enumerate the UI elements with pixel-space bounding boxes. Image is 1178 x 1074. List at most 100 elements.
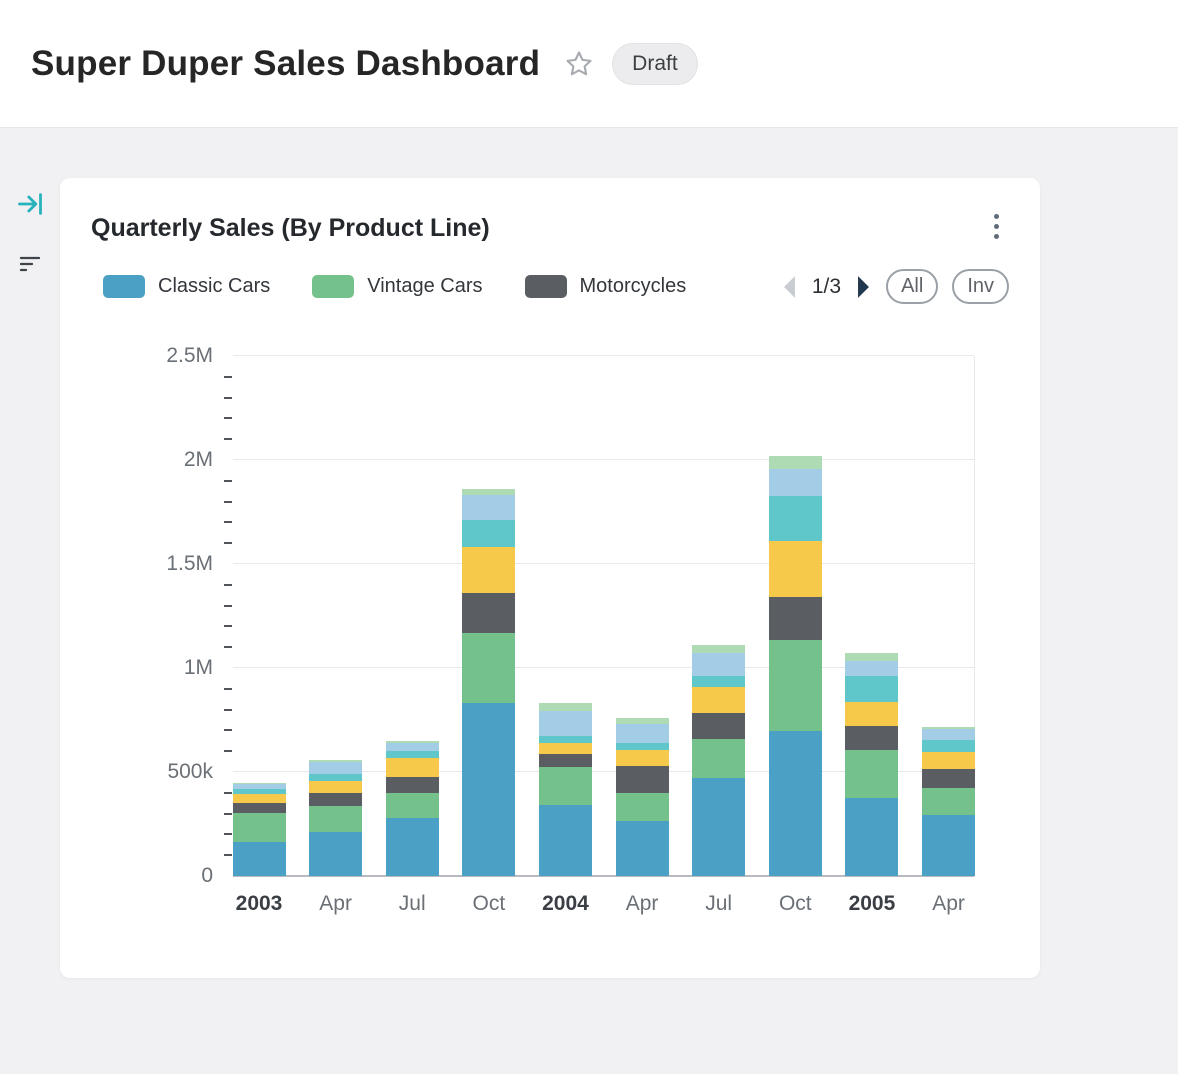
- bar-segment-unlabeled-teal[interactable]: [845, 676, 899, 703]
- bar-segment-Motorcycles[interactable]: [309, 792, 363, 807]
- legend: Classic Cars Vintage Cars Motorcycles: [103, 275, 728, 298]
- legend-item-vintage-cars[interactable]: Vintage Cars: [312, 275, 483, 298]
- bar-segment-Classic Cars[interactable]: [768, 731, 822, 876]
- bar-segment-unlabeled-teal[interactable]: [232, 788, 286, 794]
- bar-segment-unlabeled-yellow[interactable]: [922, 752, 976, 769]
- bar-segment-unlabeled-yellow[interactable]: [385, 758, 439, 778]
- bar-segment-unlabeled-yellow[interactable]: [309, 781, 363, 793]
- bar-segment-unlabeled-light-blue[interactable]: [692, 653, 746, 677]
- bar-segment-Motorcycles[interactable]: [232, 803, 286, 813]
- bar-segment-unlabeled-teal[interactable]: [538, 735, 592, 743]
- bar-segment-unlabeled-yellow[interactable]: [845, 702, 899, 727]
- bar-segment-unlabeled-teal[interactable]: [692, 676, 746, 687]
- bar-Oct[interactable]: [768, 356, 822, 876]
- bar-segment-Motorcycles[interactable]: [538, 754, 592, 767]
- bar-segment-Classic Cars[interactable]: [615, 820, 669, 876]
- bar-segment-Vintage Cars[interactable]: [845, 750, 899, 798]
- bar-segment-Motorcycles[interactable]: [922, 768, 976, 788]
- bar-segment-unlabeled-light-blue[interactable]: [309, 761, 363, 775]
- bar-segment-Vintage Cars[interactable]: [385, 792, 439, 818]
- bar-segment-unlabeled-teal[interactable]: [922, 739, 976, 753]
- bar-segment-unlabeled-teal[interactable]: [309, 774, 363, 782]
- bar-segment-Motorcycles[interactable]: [768, 597, 822, 640]
- bar-segment-unlabeled-light-blue[interactable]: [615, 724, 669, 743]
- filter-inv-button[interactable]: Inv: [952, 269, 1009, 304]
- bar-Apr[interactable]: [922, 356, 976, 876]
- bar-segment-Classic Cars[interactable]: [538, 805, 592, 876]
- bar-segment-unlabeled-light-green[interactable]: [538, 703, 592, 711]
- bar-segment-Vintage Cars[interactable]: [768, 639, 822, 732]
- x-axis-label: Apr: [319, 892, 352, 915]
- bar-segment-Vintage Cars[interactable]: [462, 632, 516, 704]
- bar-segment-Vintage Cars[interactable]: [692, 738, 746, 779]
- bar-segment-unlabeled-light-green[interactable]: [615, 717, 669, 725]
- collapse-panel-icon[interactable]: [14, 188, 46, 220]
- filter-icon[interactable]: [15, 250, 45, 278]
- bar-segment-unlabeled-teal[interactable]: [768, 496, 822, 542]
- bar-2005[interactable]: [845, 356, 899, 876]
- bar-segment-Motorcycles[interactable]: [692, 712, 746, 739]
- bar-segment-unlabeled-light-green[interactable]: [845, 653, 899, 661]
- favorite-star-icon[interactable]: [564, 49, 594, 79]
- side-toolbar: [14, 188, 46, 278]
- bar-segment-unlabeled-light-blue[interactable]: [385, 742, 439, 752]
- bar-segment-unlabeled-light-blue[interactable]: [462, 495, 516, 521]
- legend-next-icon[interactable]: [855, 275, 872, 299]
- bar-segment-Classic Cars[interactable]: [922, 814, 976, 876]
- bar-segment-Vintage Cars[interactable]: [309, 806, 363, 833]
- bar-segment-Vintage Cars[interactable]: [232, 812, 286, 842]
- bar-Apr[interactable]: [615, 356, 669, 876]
- bar-2004[interactable]: [538, 356, 592, 876]
- y-axis-minor-tick: [224, 812, 232, 815]
- bar-segment-Classic Cars[interactable]: [232, 841, 286, 876]
- bar-segment-unlabeled-yellow[interactable]: [768, 541, 822, 598]
- bar-segment-unlabeled-yellow[interactable]: [615, 750, 669, 766]
- bar-segment-unlabeled-yellow[interactable]: [692, 686, 746, 713]
- bar-segment-unlabeled-light-blue[interactable]: [232, 784, 286, 789]
- bar-segment-unlabeled-light-green[interactable]: [922, 727, 976, 730]
- bar-Oct[interactable]: [462, 356, 516, 876]
- bar-Apr[interactable]: [309, 356, 363, 876]
- legend-page-indicator: 1/3: [811, 274, 842, 298]
- bar-segment-unlabeled-light-green[interactable]: [462, 489, 516, 496]
- legend-prev-icon[interactable]: [781, 275, 798, 299]
- bar-segment-Motorcycles[interactable]: [845, 726, 899, 751]
- bar-segment-Classic Cars[interactable]: [309, 832, 363, 876]
- bar-segment-Motorcycles[interactable]: [615, 765, 669, 793]
- bar-segment-Vintage Cars[interactable]: [615, 792, 669, 821]
- legend-swatch: [312, 275, 355, 298]
- bar-segment-Vintage Cars[interactable]: [922, 787, 976, 815]
- bar-segment-Classic Cars[interactable]: [385, 817, 439, 876]
- bar-segment-unlabeled-yellow[interactable]: [462, 547, 516, 594]
- bar-segment-unlabeled-light-blue[interactable]: [538, 710, 592, 736]
- bar-Jul[interactable]: [692, 356, 746, 876]
- bar-segment-unlabeled-light-green[interactable]: [232, 783, 286, 785]
- bar-segment-unlabeled-light-green[interactable]: [692, 645, 746, 654]
- y-axis-minor-tick: [224, 750, 232, 753]
- bar-segment-unlabeled-teal[interactable]: [385, 751, 439, 759]
- legend-swatch: [524, 275, 567, 298]
- bar-segment-unlabeled-yellow[interactable]: [232, 793, 286, 804]
- bar-Jul[interactable]: [385, 356, 439, 876]
- bar-segment-unlabeled-light-blue[interactable]: [768, 469, 822, 497]
- legend-item-classic-cars[interactable]: Classic Cars: [103, 275, 270, 298]
- bar-2003[interactable]: [232, 356, 286, 876]
- bar-segment-Classic Cars[interactable]: [692, 778, 746, 876]
- legend-item-motorcycles[interactable]: Motorcycles: [524, 275, 686, 298]
- bar-segment-Motorcycles[interactable]: [462, 593, 516, 633]
- x-axis-label: Apr: [932, 892, 965, 915]
- bar-segment-unlabeled-yellow[interactable]: [538, 742, 592, 755]
- bar-segment-Classic Cars[interactable]: [845, 798, 899, 876]
- bar-segment-unlabeled-light-blue[interactable]: [922, 729, 976, 740]
- bar-segment-Vintage Cars[interactable]: [538, 766, 592, 806]
- bar-segment-unlabeled-light-blue[interactable]: [845, 660, 899, 677]
- bar-segment-unlabeled-light-green[interactable]: [768, 455, 822, 470]
- bar-segment-unlabeled-teal[interactable]: [462, 520, 516, 548]
- bar-segment-unlabeled-teal[interactable]: [615, 742, 669, 751]
- bar-segment-unlabeled-light-green[interactable]: [385, 740, 439, 743]
- bar-segment-Motorcycles[interactable]: [385, 777, 439, 793]
- filter-all-button[interactable]: All: [886, 269, 939, 304]
- bar-segment-Classic Cars[interactable]: [462, 703, 516, 876]
- bar-segment-unlabeled-light-green[interactable]: [309, 759, 363, 762]
- kebab-menu-icon[interactable]: [984, 208, 1009, 245]
